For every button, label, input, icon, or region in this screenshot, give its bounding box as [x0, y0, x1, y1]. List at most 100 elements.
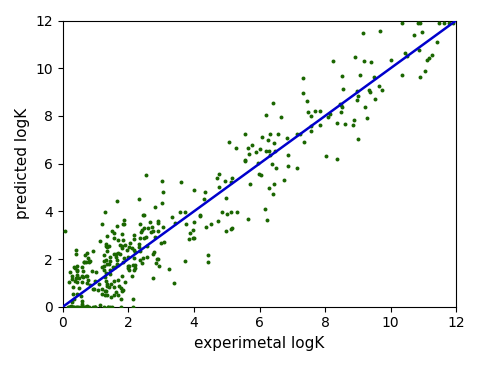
Point — [114, 262, 121, 268]
Point — [83, 304, 91, 310]
Point — [102, 278, 110, 284]
Point — [103, 248, 110, 254]
Point — [81, 304, 89, 310]
Point — [152, 234, 159, 240]
Point — [176, 209, 184, 215]
Point — [375, 83, 383, 89]
Point — [130, 232, 138, 238]
Point — [116, 251, 123, 257]
Point — [61, 228, 69, 234]
Point — [80, 259, 87, 265]
Point — [274, 131, 282, 137]
Point — [66, 304, 74, 310]
Point — [148, 224, 156, 230]
Point — [181, 209, 189, 215]
Point — [81, 304, 89, 310]
Point — [341, 121, 349, 127]
Point — [98, 221, 106, 227]
Point — [70, 304, 77, 310]
Point — [104, 304, 112, 310]
Point — [139, 212, 147, 218]
Point — [70, 304, 77, 310]
Point — [91, 304, 99, 310]
Point — [283, 135, 291, 141]
Point — [102, 292, 109, 298]
Point — [168, 214, 176, 220]
Point — [101, 288, 108, 294]
Point — [262, 149, 270, 154]
Point — [154, 220, 162, 226]
Point — [66, 269, 74, 275]
Point — [367, 59, 375, 65]
Point — [213, 175, 221, 180]
Point — [398, 20, 406, 26]
Point — [333, 120, 341, 126]
Point — [329, 59, 336, 64]
Point — [415, 47, 423, 53]
Point — [83, 273, 91, 279]
Point — [131, 265, 139, 271]
Point — [79, 304, 87, 310]
Point — [78, 264, 86, 270]
Point — [271, 148, 279, 154]
Point — [105, 304, 112, 310]
Point — [255, 171, 263, 177]
Point — [119, 287, 126, 293]
Point — [105, 243, 113, 249]
Point — [316, 123, 324, 128]
Point — [117, 296, 125, 302]
X-axis label: experimetal logK: experimetal logK — [194, 336, 325, 351]
Point — [108, 228, 116, 234]
Point — [139, 255, 147, 261]
Point — [244, 145, 252, 150]
Point — [113, 257, 121, 263]
Point — [69, 276, 76, 282]
Point — [215, 171, 223, 177]
Point — [349, 122, 357, 127]
Point — [89, 304, 97, 310]
Point — [136, 235, 144, 240]
Point — [113, 254, 120, 260]
Point — [116, 243, 124, 249]
Point — [252, 149, 260, 155]
Point — [223, 211, 230, 217]
Point — [125, 244, 133, 250]
Point — [110, 230, 118, 236]
Point — [79, 268, 87, 273]
Point — [152, 204, 159, 210]
Point — [387, 57, 395, 63]
Point — [258, 134, 265, 140]
Point — [129, 262, 136, 268]
Point — [132, 249, 139, 255]
Point — [119, 243, 126, 249]
Point — [125, 263, 133, 269]
Point — [85, 259, 93, 265]
Point — [124, 265, 132, 270]
Point — [269, 100, 277, 106]
Point — [355, 136, 362, 142]
Point — [354, 93, 362, 99]
Point — [263, 112, 270, 118]
Point — [257, 172, 265, 178]
Point — [263, 217, 271, 223]
Point — [207, 221, 215, 227]
Point — [154, 228, 162, 234]
Point — [106, 271, 114, 277]
Point — [91, 304, 99, 310]
Point — [190, 235, 198, 241]
Point — [102, 288, 110, 294]
Point — [216, 184, 223, 190]
Point — [108, 304, 116, 310]
Point — [365, 87, 372, 93]
Point — [135, 244, 143, 250]
Point — [428, 52, 436, 58]
Point — [104, 233, 111, 239]
Point — [185, 236, 193, 242]
Point — [182, 221, 190, 227]
Point — [410, 32, 418, 38]
Point — [120, 221, 128, 227]
Point — [130, 304, 137, 310]
Point — [110, 284, 118, 290]
Point — [121, 280, 129, 285]
Point — [159, 190, 167, 195]
